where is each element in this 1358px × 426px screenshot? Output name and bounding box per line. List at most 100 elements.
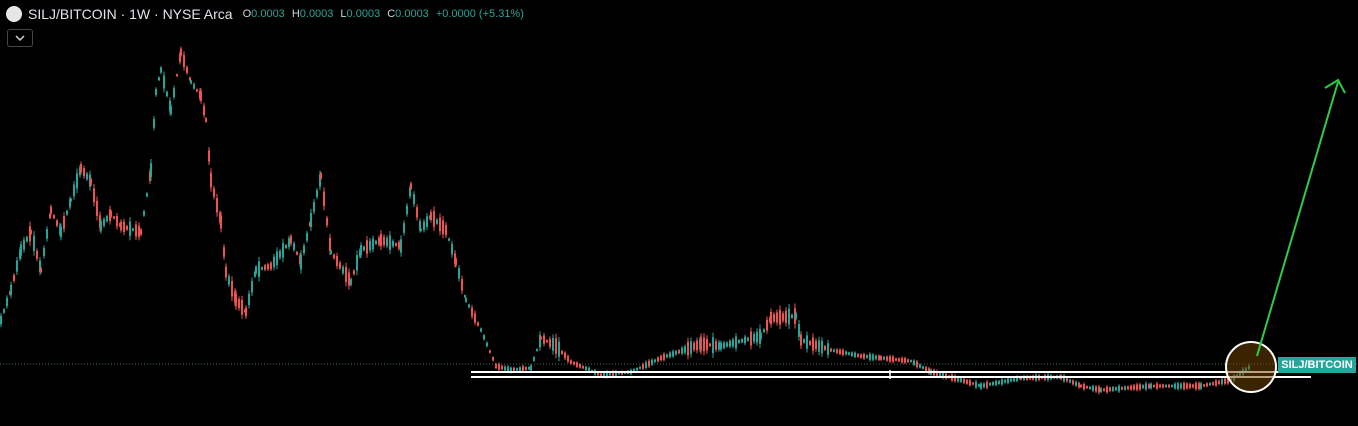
candle-body [339,262,341,269]
candle-body [380,233,382,247]
ohlc-key: L [340,8,347,20]
candle-body [857,353,859,357]
symbol-title: SILJ/BITCOIN · 1W · NYSE Arca [28,6,233,22]
candle-body [889,356,891,362]
candle-body [763,329,765,333]
candle-body [1180,383,1182,389]
candle-body [461,279,463,291]
candle-body [208,150,210,162]
candle-body [342,266,344,274]
candle-body [158,77,160,81]
price-candles [0,46,1250,395]
candle-body [33,235,35,252]
candle-body [522,366,524,372]
candle-body [46,229,48,239]
arrow-head [1324,78,1346,94]
candle-body [120,221,122,231]
candle-body [806,335,808,349]
candle-body [803,339,805,343]
candle-body [928,368,930,374]
candle-body [329,237,331,252]
candle-body [436,219,438,224]
candle-body [633,369,635,373]
candle-body [681,347,683,354]
candle-body [419,221,421,231]
candle-body [53,215,55,219]
change: +0.0000 (+5.31%) [435,8,524,20]
candle-body [454,253,456,265]
candle-body [313,202,315,212]
candle-body [426,216,428,227]
candle-body [49,213,51,219]
candle-body [898,358,900,362]
candle-body [1112,387,1114,391]
candle-body [389,235,391,250]
candle-body [26,236,28,242]
candle-body [1092,386,1094,391]
candle-body [375,240,377,245]
candle-body [1133,385,1135,390]
candle-body [606,371,608,378]
candle-body [936,371,938,377]
candle-body [818,340,820,352]
candle-body [907,359,909,363]
candle-body [213,188,215,197]
candle-body [892,356,894,362]
candle-body [403,223,405,233]
candle-body [1106,386,1108,393]
candle-body [3,309,5,313]
candle-body [530,365,532,371]
candle-body [200,91,202,101]
candle-body [190,80,192,84]
candle-body [766,319,768,331]
candle-body [96,200,98,216]
candle-body [1010,378,1012,382]
candle-body [464,295,466,298]
candle-body [39,260,41,272]
candle-body [1198,383,1200,389]
candle-body [1212,382,1214,385]
candle-body [448,238,450,241]
candle-body [223,247,225,257]
candle-body [706,338,708,351]
candle-body [585,366,587,371]
candle-body [612,371,614,377]
candle-body [782,313,784,321]
candle-body [296,251,298,255]
candle-body [703,337,705,352]
candle-body [660,355,662,361]
candle-body [451,243,453,255]
candle-body [1227,377,1229,384]
candle-body [880,356,882,360]
candle-body [570,360,572,364]
candle-body [413,194,415,205]
candle-body [939,372,941,377]
candle-body [489,350,491,353]
candle-body [410,183,412,189]
collapse-button[interactable] [7,29,33,47]
candle-body [1095,386,1097,392]
ohlc-value: 0.0003 [346,8,381,20]
candle-body [1145,383,1147,390]
candle-body [925,366,927,372]
candle-body [353,270,355,275]
candle-body [639,366,641,369]
candle-body [866,355,868,359]
candle-body [203,105,205,116]
candle-body [525,367,527,370]
candle-body [251,281,253,293]
candle-body [169,100,171,112]
candle-body [126,225,128,230]
candle-body [1103,388,1105,391]
candle-body [555,338,557,354]
candle-body [323,191,325,207]
ohlc-key: H [291,8,300,20]
candle-body [750,331,752,346]
candle-body [372,238,374,250]
candle-body [1109,387,1111,392]
candle-body [245,307,247,317]
candle-body [1162,384,1164,388]
candle-body [798,323,800,337]
